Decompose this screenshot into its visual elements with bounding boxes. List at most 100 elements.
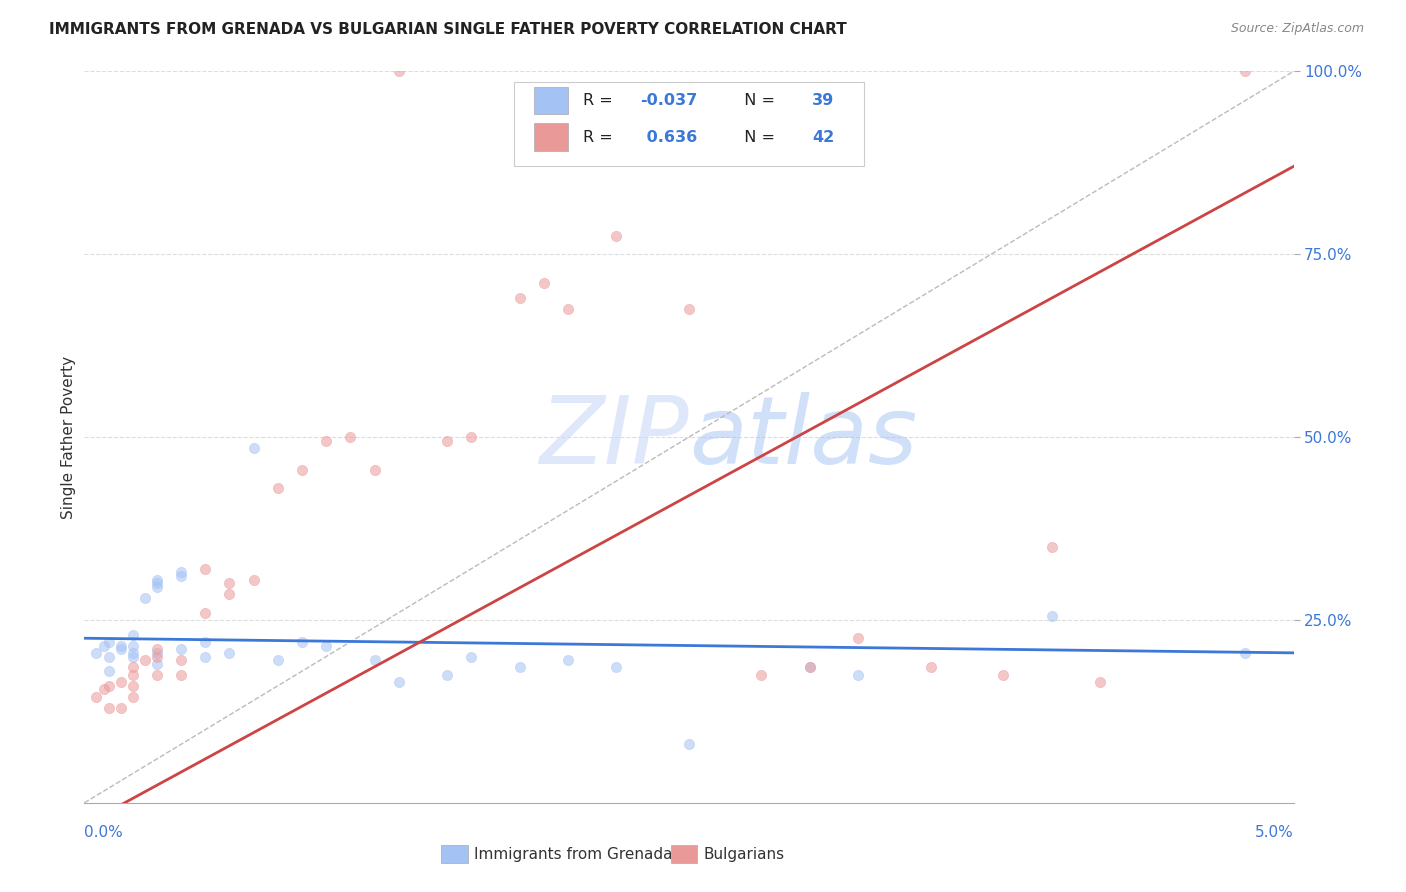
Point xyxy=(146,667,169,681)
Text: ZIP: ZIP xyxy=(540,392,689,483)
Point xyxy=(121,639,143,653)
Point xyxy=(170,642,193,657)
Point xyxy=(460,430,482,444)
Point xyxy=(1040,540,1063,554)
Point xyxy=(86,646,108,660)
Point xyxy=(146,649,169,664)
Text: atlas: atlas xyxy=(689,392,917,483)
Point xyxy=(146,573,169,587)
Text: R =: R = xyxy=(582,93,617,108)
Point xyxy=(291,463,314,477)
Point xyxy=(86,690,108,704)
Point xyxy=(110,700,132,714)
Point xyxy=(315,639,337,653)
Point xyxy=(97,635,120,649)
Point xyxy=(339,430,361,444)
Bar xyxy=(671,845,697,863)
Point xyxy=(97,649,120,664)
Point xyxy=(267,481,290,495)
Point xyxy=(1234,646,1257,660)
Point xyxy=(242,441,264,455)
Point xyxy=(218,646,240,660)
Point xyxy=(146,642,169,657)
Point xyxy=(218,576,240,591)
Point xyxy=(920,660,942,674)
Point xyxy=(460,649,482,664)
Text: 0.0%: 0.0% xyxy=(84,825,124,840)
Text: N =: N = xyxy=(734,93,780,108)
Point xyxy=(170,566,193,580)
Point xyxy=(267,653,290,667)
Point xyxy=(93,639,115,653)
Point xyxy=(678,737,700,751)
Point xyxy=(509,660,531,674)
Y-axis label: Single Father Poverty: Single Father Poverty xyxy=(60,356,76,518)
Point xyxy=(436,667,458,681)
Text: IMMIGRANTS FROM GRENADA VS BULGARIAN SINGLE FATHER POVERTY CORRELATION CHART: IMMIGRANTS FROM GRENADA VS BULGARIAN SIN… xyxy=(49,22,846,37)
Text: Bulgarians: Bulgarians xyxy=(703,847,785,862)
Text: N =: N = xyxy=(734,130,780,145)
Text: 5.0%: 5.0% xyxy=(1254,825,1294,840)
Point xyxy=(846,667,869,681)
Point xyxy=(799,660,821,674)
Point xyxy=(146,657,169,671)
Point xyxy=(194,562,217,576)
Point xyxy=(110,639,132,653)
Point xyxy=(363,653,385,667)
Point xyxy=(121,646,143,660)
Point xyxy=(315,434,337,448)
Point xyxy=(363,463,385,477)
Point xyxy=(1234,64,1257,78)
Point xyxy=(436,434,458,448)
Point xyxy=(121,667,143,681)
FancyBboxPatch shape xyxy=(513,82,865,167)
Point xyxy=(121,649,143,664)
Point xyxy=(97,664,120,678)
Point xyxy=(751,667,773,681)
Point xyxy=(557,653,579,667)
Point xyxy=(242,573,264,587)
Point xyxy=(110,642,132,657)
Point xyxy=(291,635,314,649)
Text: -0.037: -0.037 xyxy=(641,93,697,108)
Point xyxy=(134,653,156,667)
Text: 42: 42 xyxy=(813,130,835,145)
Point xyxy=(509,291,531,305)
Point xyxy=(194,635,217,649)
Point xyxy=(218,587,240,601)
Point xyxy=(388,64,411,78)
Point xyxy=(194,649,217,664)
Point xyxy=(557,301,579,317)
Point xyxy=(97,700,120,714)
Point xyxy=(799,660,821,674)
Point xyxy=(1088,675,1111,690)
Point xyxy=(97,679,120,693)
Point xyxy=(1040,609,1063,624)
Bar xyxy=(534,123,568,152)
Point xyxy=(533,277,555,291)
Point xyxy=(388,675,411,690)
Point xyxy=(993,667,1015,681)
Point xyxy=(605,228,627,243)
Point xyxy=(170,653,193,667)
Text: Immigrants from Grenada: Immigrants from Grenada xyxy=(474,847,672,862)
Point xyxy=(678,301,700,317)
Point xyxy=(110,675,132,690)
Point xyxy=(846,632,869,646)
Point xyxy=(121,679,143,693)
Point xyxy=(121,690,143,704)
Point xyxy=(93,682,115,697)
Text: 39: 39 xyxy=(813,93,835,108)
Point xyxy=(170,667,193,681)
Point xyxy=(121,627,143,641)
Text: Source: ZipAtlas.com: Source: ZipAtlas.com xyxy=(1230,22,1364,36)
Point xyxy=(134,591,156,605)
Point xyxy=(170,569,193,583)
Point xyxy=(146,576,169,591)
Point xyxy=(146,580,169,594)
Point xyxy=(121,660,143,674)
Point xyxy=(194,606,217,620)
Text: R =: R = xyxy=(582,130,617,145)
Text: 0.636: 0.636 xyxy=(641,130,697,145)
Bar xyxy=(441,845,468,863)
